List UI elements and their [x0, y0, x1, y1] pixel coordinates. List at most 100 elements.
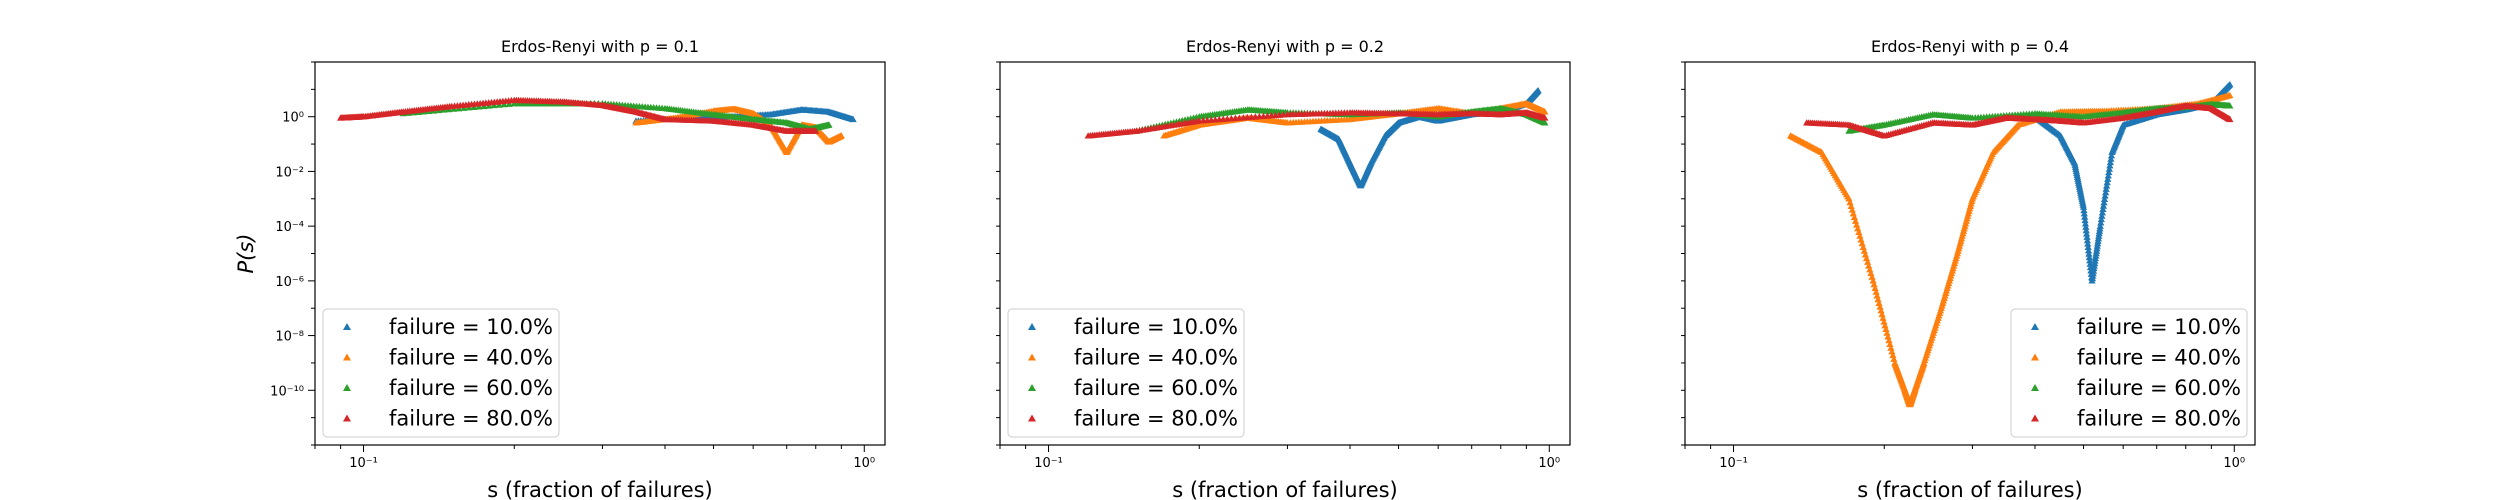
data-point — [2084, 247, 2093, 254]
legend-label: failure = 60.0% — [389, 376, 553, 400]
y-tick-label: 10⁻⁴ — [275, 220, 304, 235]
legend-label: failure = 10.0% — [2077, 315, 2241, 339]
data-point — [2082, 226, 2090, 234]
series-2 — [1786, 91, 2234, 408]
data-point — [1890, 355, 1898, 362]
data-point — [1881, 322, 1889, 329]
data-point — [2080, 206, 2088, 214]
legend-label: failure = 10.0% — [1074, 315, 1238, 339]
legend-marker — [1028, 323, 1036, 330]
data-point — [1882, 325, 1890, 333]
data-point — [2104, 172, 2112, 179]
legend-label: failure = 60.0% — [2077, 376, 2241, 400]
data-point — [1856, 232, 1864, 239]
data-point — [1854, 225, 1862, 232]
legend: failure = 10.0% failure = 40.0% failure = … — [1007, 308, 1245, 438]
data-point — [2096, 222, 2104, 229]
legend-box — [2010, 308, 2248, 438]
data-point — [1873, 292, 1881, 299]
data-point — [1857, 236, 1865, 243]
data-point — [2085, 253, 2093, 261]
data-point — [1869, 277, 1877, 284]
x-tick-label: 10⁻¹ — [349, 456, 378, 471]
data-point — [1889, 351, 1897, 359]
legend-marker — [343, 414, 351, 422]
data-point — [1867, 269, 1875, 277]
data-point — [2102, 185, 2110, 192]
data-point — [1541, 108, 1549, 115]
data-point — [1884, 333, 1892, 340]
data-point — [1871, 284, 1879, 292]
data-point — [2083, 236, 2092, 244]
data-point — [1868, 273, 1876, 280]
data-point — [2081, 213, 2089, 220]
x-tick-label: 10⁻¹ — [1719, 456, 1748, 471]
x-axis-label: s (fraction of failures) — [1172, 478, 1398, 500]
y-tick-label: 10⁻² — [275, 165, 304, 180]
plot-area — [1084, 87, 1549, 189]
x-tick-label: 10⁰ — [853, 456, 875, 471]
legend-label: failure = 80.0% — [389, 407, 553, 431]
data-point — [2105, 165, 2113, 172]
data-point — [2083, 230, 2091, 237]
data-point — [2226, 115, 2234, 123]
data-point — [500, 100, 508, 108]
data-point — [1855, 228, 1863, 236]
data-point — [2085, 250, 2093, 257]
chart-title: Erdos-Renyi with p = 0.1 — [501, 37, 699, 56]
data-point — [1876, 303, 1884, 310]
y-tick-label: 10⁻⁸ — [275, 330, 304, 345]
legend-marker — [2031, 323, 2039, 330]
x-axis-label: s (fraction of failures) — [1857, 478, 2083, 500]
data-point — [2103, 178, 2111, 186]
data-point — [1860, 247, 1868, 254]
data-point — [1541, 114, 1549, 121]
data-point — [2084, 240, 2092, 247]
data-point — [2097, 219, 2105, 226]
data-point — [1849, 210, 1857, 217]
data-point — [2081, 220, 2090, 227]
legend-marker — [2031, 353, 2039, 361]
legend-marker — [2031, 384, 2039, 391]
data-point — [2226, 80, 2234, 88]
data-point — [2107, 152, 2116, 159]
data-point — [1862, 254, 1871, 262]
y-tick-label: 10⁻⁶ — [275, 275, 304, 290]
data-point — [2104, 175, 2112, 182]
data-point — [1534, 87, 1542, 94]
data-point — [2103, 182, 2111, 189]
plot-frame — [999, 61, 1571, 446]
chart-panel-1: Erdos-Renyi with p = 0.1 s (fraction of f… — [234, 37, 886, 500]
plot-area — [1786, 80, 2234, 408]
x-tick-label: 10⁰ — [1538, 456, 1560, 471]
legend-marker — [343, 384, 351, 391]
plot-area — [337, 96, 857, 156]
legend-label: failure = 80.0% — [1074, 407, 1238, 431]
data-point — [1872, 288, 1880, 295]
data-point — [1887, 344, 1895, 351]
plot-frame — [1684, 61, 2256, 446]
series-4 — [337, 96, 820, 134]
data-point — [1883, 329, 1891, 336]
data-point — [1541, 119, 1549, 126]
legend: failure = 10.0% failure = 40.0% failure = … — [322, 308, 560, 438]
data-point — [2099, 205, 2107, 213]
data-point — [1848, 206, 1856, 213]
data-point — [2226, 91, 2234, 99]
data-point — [849, 115, 857, 123]
chart-panel-3: Erdos-Renyi with p = 0.4 s (fraction of f… — [1681, 37, 2256, 500]
data-point — [2084, 243, 2092, 250]
series-4 — [1084, 109, 1549, 139]
chart-panel-2: Erdos-Renyi with p = 0.2 s (fraction of f… — [996, 37, 1571, 500]
data-point — [2106, 162, 2114, 169]
data-point — [1845, 195, 1853, 202]
data-point — [2102, 188, 2110, 196]
x-axis-label: s (fraction of failures) — [487, 478, 713, 500]
data-point — [1888, 348, 1896, 355]
legend-marker — [343, 353, 351, 361]
y-axis-label: P(s) — [234, 234, 258, 274]
data-point — [2083, 233, 2091, 240]
data-point — [825, 121, 833, 128]
data-point — [1853, 221, 1861, 228]
